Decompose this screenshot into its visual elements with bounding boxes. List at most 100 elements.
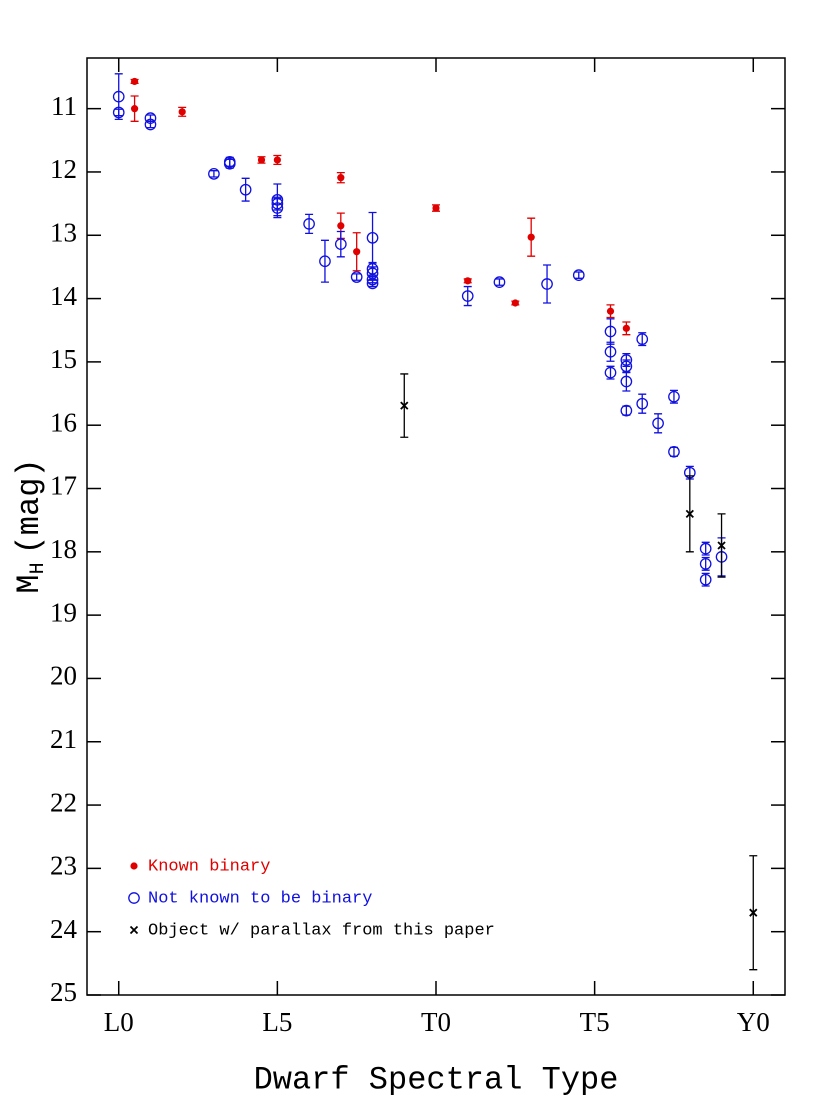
x-tick-label: T0 (421, 1007, 451, 1037)
y-tick-label: 23 (50, 851, 77, 881)
y-tick-label: 20 (50, 661, 77, 691)
data-point (668, 390, 680, 403)
data-point (130, 77, 139, 86)
error-bar (701, 556, 710, 571)
error-bar (701, 541, 710, 556)
error-bar (622, 371, 631, 392)
data-point (400, 401, 409, 410)
error-bar (543, 264, 552, 304)
x-tick-label: L5 (262, 1007, 292, 1037)
y-tick-label: 19 (50, 597, 77, 627)
y-axis-title-main: M (11, 574, 48, 593)
data-point (112, 90, 125, 103)
data-point (353, 248, 361, 256)
error-bar (701, 572, 710, 587)
error-bar (654, 413, 663, 434)
y-axis-title-subscript: H (27, 562, 50, 574)
data-point (527, 233, 535, 241)
data-point (511, 299, 519, 307)
data-point (604, 366, 617, 379)
y-tick-label: 15 (50, 344, 77, 374)
data-point (350, 271, 363, 283)
y-tick-label: 25 (50, 977, 77, 1007)
data-point (622, 324, 630, 332)
data-point (366, 277, 379, 290)
data-point (273, 156, 281, 164)
data-point (337, 222, 345, 230)
legend-label: Object w/ parallax from this paper (148, 921, 495, 940)
error-bar (320, 239, 329, 283)
data-point (717, 541, 726, 550)
data-point (620, 375, 633, 388)
y-tick-label: 12 (50, 154, 77, 184)
data-point (699, 558, 712, 570)
data-point (699, 573, 712, 586)
error-bar (209, 170, 218, 178)
data-point (636, 397, 649, 410)
data-point (144, 118, 157, 131)
data-point (303, 218, 315, 230)
error-bar (574, 271, 583, 279)
data-point (112, 106, 125, 119)
y-tick-label: 22 (50, 787, 77, 817)
error-bar (273, 197, 282, 219)
data-point (652, 417, 664, 430)
error-bar (495, 278, 504, 286)
data-point (749, 908, 758, 917)
data-point (685, 509, 694, 518)
error-bar (463, 285, 472, 307)
error-bar (368, 279, 377, 288)
data-point (604, 325, 617, 338)
data-point (223, 157, 236, 170)
data-point (572, 269, 585, 282)
error-bar (305, 213, 314, 235)
data-point (130, 105, 139, 113)
data-point (239, 183, 252, 196)
y-tick-label: 21 (50, 724, 77, 754)
x-tick-label: L0 (104, 1007, 134, 1037)
error-bar (241, 177, 250, 202)
x-tick-label: Y0 (737, 1007, 770, 1037)
data-point (271, 202, 284, 214)
data-point (668, 445, 680, 458)
y-tick-label: 13 (50, 217, 77, 247)
data-point (208, 168, 220, 180)
error-bar (638, 332, 647, 347)
x-tick-label: T5 (580, 1007, 610, 1037)
data-point (334, 238, 347, 250)
y-tick-label: 18 (50, 534, 77, 564)
data-point (541, 278, 553, 290)
error-bar (669, 389, 678, 404)
error-bar (606, 365, 615, 380)
data-point (257, 156, 266, 164)
error-bar (336, 230, 345, 258)
y-tick-label: 14 (50, 281, 78, 311)
error-bar (606, 341, 615, 362)
legend-label: Known binary (148, 857, 270, 876)
y-tick-label: 11 (51, 91, 77, 121)
data-point (464, 277, 472, 285)
error-bar (114, 108, 123, 117)
data-point (432, 204, 440, 212)
y-axis-title: MH (mag) (11, 458, 50, 593)
data-point (319, 255, 331, 268)
y-tick-label: 16 (50, 407, 77, 437)
data-point (366, 231, 379, 244)
data-point (493, 276, 506, 288)
x-axis-title: Dwarf Spectral Type (254, 1061, 619, 1098)
legend-marker (130, 862, 138, 870)
legend-marker (129, 925, 139, 935)
data-point (620, 404, 633, 417)
error-bar (352, 273, 361, 281)
y-tick-label: 17 (50, 471, 77, 501)
data-point (337, 174, 345, 182)
error-bar (146, 120, 155, 129)
error-bar (638, 393, 647, 414)
data-point (178, 108, 186, 116)
legend-label: Not known to be binary (148, 889, 372, 908)
data-point (699, 542, 712, 555)
y-axis-title-unit: (mag) (11, 458, 48, 554)
legend-marker (128, 892, 140, 904)
